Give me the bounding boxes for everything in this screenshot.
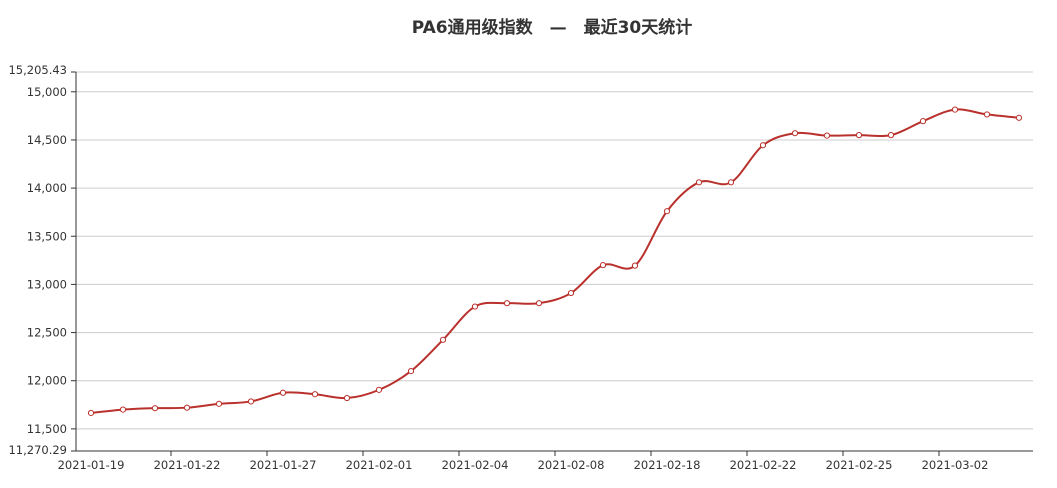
data-point — [919, 118, 927, 125]
y-axis-tick-label: 11,270.29 — [8, 443, 67, 457]
x-axis-tick-label: 2021-02-18 — [634, 458, 701, 472]
data-point — [215, 400, 223, 407]
data-point — [503, 300, 511, 307]
data-point — [855, 132, 863, 139]
data-point — [407, 367, 415, 375]
x-axis-tick-label: 2021-01-27 — [250, 458, 317, 472]
data-point — [887, 132, 895, 139]
data-point — [983, 111, 991, 118]
data-point — [471, 303, 479, 310]
data-point — [759, 142, 767, 149]
y-axis-tick-label: 15,000 — [27, 85, 67, 99]
data-point — [663, 208, 671, 215]
chart-title: PA6通用级指数 — 最近30天统计 — [412, 17, 693, 38]
data-point — [567, 289, 575, 297]
y-axis-tick-label: 13,000 — [27, 277, 67, 291]
grid-lines — [76, 71, 1033, 430]
series-line — [90, 108, 1020, 414]
data-point — [151, 405, 159, 412]
data-point — [791, 130, 799, 137]
data-point — [87, 409, 95, 417]
data-point — [247, 398, 255, 405]
data-point — [631, 262, 639, 269]
data-point — [1015, 114, 1023, 121]
y-axis-tick-label: 13,500 — [27, 229, 67, 243]
x-axis-tick-label: 2021-03-02 — [922, 458, 989, 472]
data-point — [599, 262, 607, 269]
x-axis-tick-label: 2021-01-19 — [58, 458, 125, 472]
x-axis-tick-label: 2021-02-04 — [442, 458, 509, 472]
data-point — [311, 391, 319, 398]
data-point — [439, 336, 447, 343]
data-point — [375, 386, 383, 393]
data-points — [87, 106, 1023, 417]
x-axis-tick-label: 2021-02-08 — [538, 458, 605, 472]
y-axis-tick-label: 14,500 — [27, 133, 67, 147]
x-axis-tick-label: 2021-01-22 — [154, 458, 221, 472]
y-axis-tick-label: 15,205.43 — [8, 63, 67, 77]
y-axis-tick-labels: 11,270.29 11,500 12,000 12,500 13,000 13,500 1… — [8, 63, 67, 457]
data-point — [119, 406, 127, 413]
y-axis-tick-label: 12,500 — [27, 326, 67, 340]
y-axis-tick-label: 14,000 — [27, 181, 67, 195]
x-axis-tick-labels: 2021-01-19 2021-01-22 2021-01-27 2021-02-01… — [58, 458, 989, 472]
y-axis-tick-label: 11,500 — [27, 422, 67, 436]
data-point — [343, 394, 351, 402]
data-point — [727, 179, 735, 186]
data-point — [951, 106, 959, 113]
data-point — [823, 132, 831, 139]
axes — [71, 71, 1033, 456]
x-axis-tick-label: 2021-02-22 — [730, 458, 797, 472]
y-axis-tick-label: 12,000 — [27, 374, 67, 388]
x-axis-tick-label: 2021-02-25 — [826, 458, 893, 472]
data-point — [695, 179, 703, 186]
data-point — [183, 404, 191, 411]
data-point — [279, 389, 287, 396]
data-point — [535, 300, 543, 307]
x-axis-tick-label: 2021-02-01 — [346, 458, 413, 472]
